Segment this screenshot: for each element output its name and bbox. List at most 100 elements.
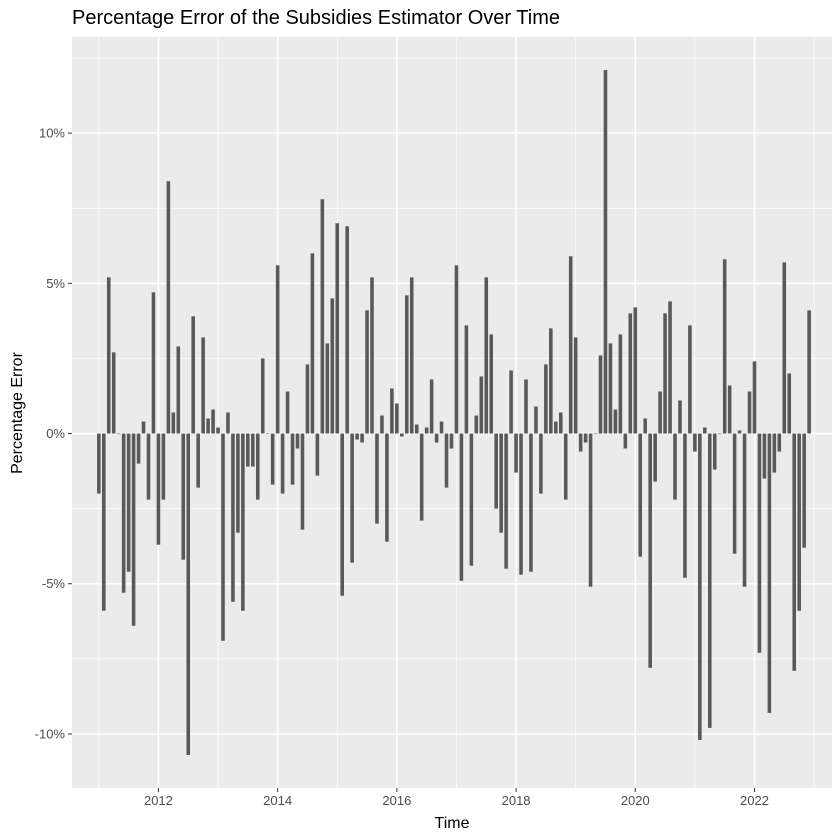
bar	[494, 433, 498, 509]
bar	[121, 433, 126, 593]
bar	[400, 433, 404, 437]
bar	[211, 409, 215, 434]
bar	[151, 292, 156, 434]
bar	[593, 433, 598, 435]
x-tick-label: 2016	[382, 793, 411, 808]
bar	[424, 427, 429, 434]
bar	[251, 433, 255, 467]
bar	[703, 427, 707, 434]
y-tick-label: -5%	[42, 576, 66, 591]
bar	[141, 421, 146, 434]
bar	[648, 433, 652, 668]
bar	[385, 433, 389, 542]
bar	[186, 433, 191, 755]
bar	[628, 313, 633, 434]
bar	[752, 361, 757, 434]
x-tick-label: 2020	[621, 793, 650, 808]
bar	[524, 379, 528, 434]
bar	[618, 334, 623, 434]
bar	[464, 325, 469, 434]
bar	[171, 412, 176, 434]
bar	[265, 433, 270, 435]
bar	[668, 301, 672, 434]
bar	[111, 352, 116, 434]
bar	[300, 433, 305, 530]
bar	[737, 430, 742, 434]
bar	[792, 433, 797, 671]
bar	[762, 433, 767, 479]
bar	[226, 412, 230, 434]
bar	[375, 433, 379, 524]
bar	[335, 223, 340, 434]
bar	[693, 433, 697, 452]
bar	[206, 418, 210, 434]
bar	[409, 277, 414, 434]
bar	[290, 433, 295, 485]
bar	[97, 433, 101, 494]
x-tick-label: 2018	[502, 793, 531, 808]
bar	[196, 433, 200, 488]
bar	[295, 433, 300, 449]
bar	[166, 181, 171, 434]
bar	[201, 337, 205, 434]
bar	[727, 385, 732, 434]
bar	[807, 310, 811, 434]
bar	[797, 433, 801, 611]
bar	[712, 433, 717, 470]
bar	[419, 433, 424, 521]
bar	[747, 391, 752, 434]
y-axis: -10% -5% 0% 5% 10%	[35, 126, 72, 741]
y-tick-label: -10%	[35, 726, 66, 741]
bar	[519, 433, 523, 575]
bar	[365, 310, 369, 434]
bar	[380, 415, 384, 434]
bar	[767, 433, 772, 713]
bar	[568, 256, 573, 434]
bar	[390, 388, 394, 434]
bar	[126, 433, 131, 572]
x-tick-label: 2014	[263, 793, 292, 808]
bar	[444, 433, 449, 488]
bar	[404, 295, 409, 434]
bar	[370, 277, 374, 434]
bar	[156, 433, 161, 545]
bar	[146, 433, 151, 500]
bar	[732, 433, 737, 554]
bar	[539, 433, 543, 494]
bar	[573, 337, 578, 434]
bar	[782, 262, 787, 434]
bar	[509, 370, 513, 434]
bar	[707, 433, 712, 728]
bar	[549, 328, 553, 434]
bar	[176, 346, 181, 434]
bar	[514, 433, 518, 473]
x-tick-label: 2012	[144, 793, 173, 808]
bar	[623, 433, 628, 449]
bar	[340, 433, 345, 596]
bar	[653, 433, 657, 482]
bar	[241, 433, 245, 611]
bar	[643, 418, 647, 434]
bar	[787, 373, 792, 434]
bar	[355, 433, 359, 440]
bar	[469, 433, 474, 566]
bar	[280, 433, 285, 494]
bar	[722, 259, 727, 434]
bar	[285, 391, 290, 434]
x-axis: 2012 2014 2016 2018 2020 2022	[144, 788, 769, 808]
bar	[414, 424, 419, 434]
chart-title: Percentage Error of the Subsidies Estima…	[72, 7, 560, 29]
bar	[310, 253, 315, 434]
bar	[459, 433, 464, 581]
bar	[717, 433, 722, 435]
bar	[395, 403, 399, 434]
bar	[484, 277, 489, 434]
bar	[320, 199, 325, 434]
bar	[454, 265, 459, 434]
y-tick-label: 10%	[39, 126, 65, 141]
bar	[529, 433, 533, 572]
bar	[106, 277, 111, 434]
bar	[544, 364, 548, 434]
bar	[131, 433, 136, 626]
bar-series	[97, 70, 811, 755]
